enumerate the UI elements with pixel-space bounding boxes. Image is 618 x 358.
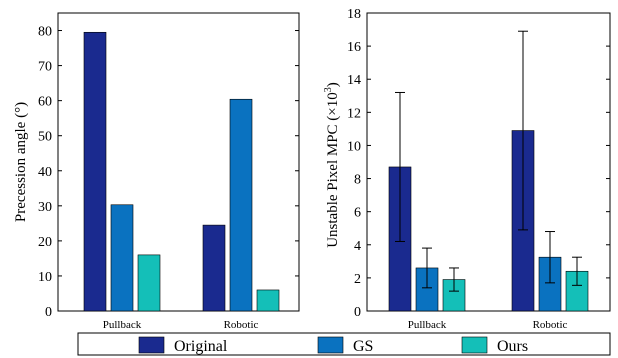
right-y-axis-label: Unstable Pixel MPC (×103) <box>323 82 341 248</box>
left-bars <box>83 31 280 312</box>
y-tick-label: 10 <box>38 270 52 285</box>
y-tick-label: 2 <box>354 272 361 287</box>
right-y-axis-label-multiplier: ×10 <box>325 92 341 115</box>
y-tick-label: 16 <box>347 40 361 55</box>
left-y-axis-label: Precession angle (°) <box>13 102 29 222</box>
y-tick-label: 12 <box>347 106 361 121</box>
y-tick-label: 70 <box>38 60 52 75</box>
right-y-axis-label-exponent: 3 <box>323 87 334 92</box>
y-tick-label: 20 <box>38 235 52 250</box>
legend-swatch-original <box>138 336 165 354</box>
legend-label-original: Original <box>174 338 228 355</box>
right-chart-panel: 0 2 4 6 8 10 12 14 16 18 Pullback Robotic Unstabl… <box>323 7 611 331</box>
bar-gs-pullback <box>110 204 134 312</box>
y-tick-label: 14 <box>347 73 361 88</box>
y-tick-label: 30 <box>38 200 52 215</box>
y-tick-label: 60 <box>38 95 52 110</box>
left-chart-panel: 0 10 20 30 40 50 60 70 80 Pullback Robotic Prece… <box>13 12 300 331</box>
right-y-axis-label-close: ) <box>325 82 341 87</box>
bar-original-robotic <box>202 224 226 312</box>
legend-swatch-ours <box>461 336 488 354</box>
bar-ours-pullback <box>137 254 161 312</box>
right-y-axis-label-main: Unstable Pixel MPC ( <box>325 116 341 248</box>
right-category-label-robotic: Robotic <box>533 319 568 331</box>
right-bars <box>388 30 589 312</box>
legend-label-ours: Ours <box>497 338 528 355</box>
y-tick-label: 0 <box>45 305 52 320</box>
left-category-label-robotic: Robotic <box>224 319 259 331</box>
y-tick-label: 50 <box>38 130 52 145</box>
bar-gs-robotic <box>229 98 253 312</box>
right-y-ticks: 0 2 4 6 8 10 12 14 16 18 <box>347 7 610 320</box>
left-category-label-pullback: Pullback <box>103 319 142 331</box>
bar-original-pullback <box>83 31 107 312</box>
left-plot-frame <box>57 12 300 312</box>
y-tick-label: 10 <box>347 139 361 154</box>
legend-swatch-gs <box>317 336 344 354</box>
legend: Original GS Ours <box>77 332 611 356</box>
y-tick-label: 0 <box>354 305 361 320</box>
y-tick-label: 4 <box>354 239 361 254</box>
left-y-ticks: 0 10 20 30 40 50 60 70 80 <box>38 25 299 320</box>
y-tick-label: 80 <box>38 25 52 40</box>
right-category-label-pullback: Pullback <box>408 319 447 331</box>
y-tick-label: 8 <box>354 173 361 188</box>
y-tick-label: 40 <box>38 165 52 180</box>
y-tick-label: 6 <box>354 206 361 221</box>
legend-label-gs: GS <box>353 338 373 355</box>
right-plot-frame <box>366 12 611 312</box>
bar-ours-robotic <box>256 289 280 312</box>
y-tick-label: 18 <box>347 7 361 22</box>
